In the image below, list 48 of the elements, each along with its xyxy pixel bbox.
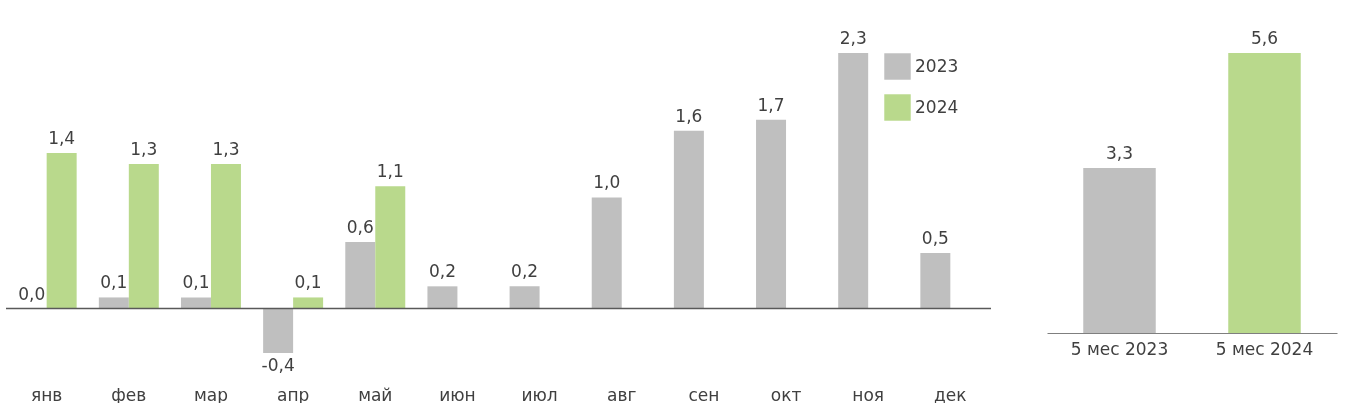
data-label: 0,2	[428, 261, 456, 282]
data-label: 1,4	[48, 128, 76, 148]
bar	[293, 297, 324, 309]
bar	[98, 297, 129, 309]
data-label: 0,1	[100, 272, 128, 293]
legend-label: 2024	[915, 96, 959, 117]
data-label: 0,0	[18, 283, 46, 304]
bar	[838, 53, 869, 309]
x-tick-label: 5 мес 2023	[1070, 338, 1169, 359]
x-tick-label: янв	[30, 384, 63, 405]
bar	[920, 253, 951, 309]
data-label: 1,1	[376, 161, 404, 182]
data-label: -0,4	[261, 355, 295, 375]
legend-label: 2023	[915, 55, 959, 76]
bar	[180, 297, 211, 309]
bar	[210, 164, 241, 309]
bar	[591, 197, 622, 309]
x-tick-label: окт	[770, 384, 802, 405]
bar	[345, 241, 376, 309]
x-tick-label: июл	[521, 384, 558, 405]
bar	[756, 119, 787, 309]
data-label: 0,6	[346, 216, 374, 237]
data-label: 0,2	[511, 261, 539, 282]
data-label: 5,6	[1250, 28, 1279, 48]
x-tick-label: дек	[934, 384, 967, 405]
x-tick-label: июн	[439, 384, 476, 405]
data-label: 1,6	[675, 105, 703, 126]
x-tick-label: 5 мес 2024	[1215, 338, 1314, 359]
data-label: 1,0	[593, 172, 621, 193]
bar	[263, 308, 294, 353]
x-tick-label: авг	[607, 384, 637, 405]
data-label: 1,3	[130, 139, 158, 160]
data-label: 3,3	[1105, 143, 1134, 163]
bar	[128, 164, 159, 309]
bar	[509, 286, 540, 309]
data-label: 0,1	[294, 272, 322, 293]
bar	[673, 130, 704, 309]
x-tick-label: сен	[688, 384, 720, 405]
data-label: 1,7	[757, 94, 785, 115]
bar	[375, 186, 406, 309]
bar	[427, 286, 458, 309]
data-label: 0,5	[921, 228, 949, 248]
data-label: 2,3	[839, 28, 867, 48]
bar	[46, 153, 77, 309]
data-label: 1,3	[212, 139, 240, 160]
x-tick-label: ноя	[852, 384, 885, 405]
data-label: 0,1	[182, 272, 210, 293]
x-tick-label: май	[358, 384, 393, 405]
